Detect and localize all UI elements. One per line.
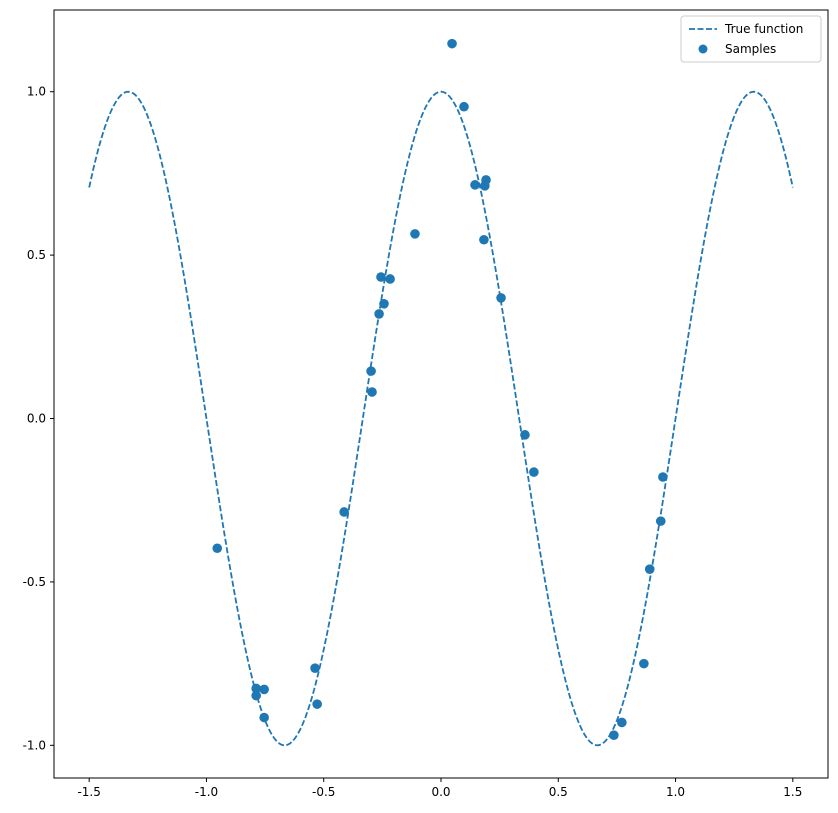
x-tick: 1.0 bbox=[666, 778, 685, 799]
sample-point bbox=[259, 712, 269, 723]
x-tick-label: 1.5 bbox=[783, 785, 802, 799]
sample-point bbox=[639, 658, 649, 669]
x-tick-label: -1.5 bbox=[77, 785, 100, 799]
sample-point bbox=[410, 229, 420, 239]
x-tick: -1.5 bbox=[77, 778, 101, 799]
sample-point bbox=[658, 472, 668, 482]
sample-point bbox=[310, 663, 320, 673]
sample-point bbox=[212, 543, 223, 554]
legend-box bbox=[680, 15, 822, 63]
sample-point bbox=[529, 467, 539, 477]
x-tick: -1.0 bbox=[195, 778, 218, 799]
sample-point bbox=[367, 387, 377, 397]
sample-point bbox=[339, 507, 349, 517]
plot-area bbox=[53, 9, 829, 779]
sample-point bbox=[480, 181, 490, 191]
true-function-line bbox=[88, 90, 794, 747]
y-tick: -0.5 bbox=[23, 575, 54, 589]
x-tick-label: -0.5 bbox=[312, 785, 335, 799]
sample-point bbox=[385, 274, 395, 284]
sample-point bbox=[259, 684, 269, 695]
y-tick-label: 0.0 bbox=[27, 412, 46, 426]
y-tick-label: -1.0 bbox=[23, 738, 46, 752]
x-tick-label: 0.0 bbox=[431, 785, 450, 799]
sample-point bbox=[644, 564, 655, 574]
y-tick-label: -0.5 bbox=[23, 575, 46, 589]
sample-point bbox=[447, 38, 457, 49]
sample-point bbox=[376, 272, 386, 282]
legend: True function Samples bbox=[680, 15, 822, 63]
y-tick-label: 1.0 bbox=[27, 85, 46, 99]
sample-point bbox=[366, 366, 376, 376]
legend-dot-marker bbox=[698, 44, 708, 54]
legend-label-samples: Samples bbox=[725, 42, 776, 56]
x-tick: 0.5 bbox=[549, 778, 568, 799]
legend-label-true-function: True function bbox=[724, 22, 803, 36]
x-tick: 1.5 bbox=[783, 778, 802, 799]
sample-point bbox=[496, 293, 506, 303]
sample-point bbox=[374, 309, 384, 319]
sample-point bbox=[470, 180, 480, 190]
y-tick: 0.0 bbox=[27, 412, 54, 426]
x-tick-label: 1.0 bbox=[666, 785, 685, 799]
sample-point bbox=[459, 101, 469, 112]
sample-point bbox=[251, 690, 261, 701]
samples bbox=[212, 38, 668, 740]
y-tick-label: 0.5 bbox=[27, 248, 46, 262]
x-tick-label: 0.5 bbox=[549, 785, 568, 799]
sample-point bbox=[379, 299, 389, 309]
sample-point bbox=[609, 730, 619, 740]
x-axis: -1.5 -1.0 -0.5 0.0 0.5 1.0 1.5 bbox=[77, 778, 802, 799]
sample-point bbox=[520, 430, 530, 440]
sample-point bbox=[617, 717, 627, 728]
y-tick: 1.0 bbox=[27, 85, 54, 99]
sample-point bbox=[251, 683, 261, 694]
y-axis: -1.0 -0.5 0.0 0.5 1.0 bbox=[23, 85, 54, 752]
sample-point bbox=[312, 699, 322, 709]
x-tick: 0.0 bbox=[431, 778, 451, 799]
y-tick: 0.5 bbox=[27, 248, 54, 262]
x-tick-label: -1.0 bbox=[195, 785, 218, 799]
sample-point bbox=[479, 234, 489, 245]
x-tick: -0.5 bbox=[312, 778, 335, 799]
y-tick: -1.0 bbox=[23, 738, 54, 752]
sample-point bbox=[655, 516, 666, 526]
